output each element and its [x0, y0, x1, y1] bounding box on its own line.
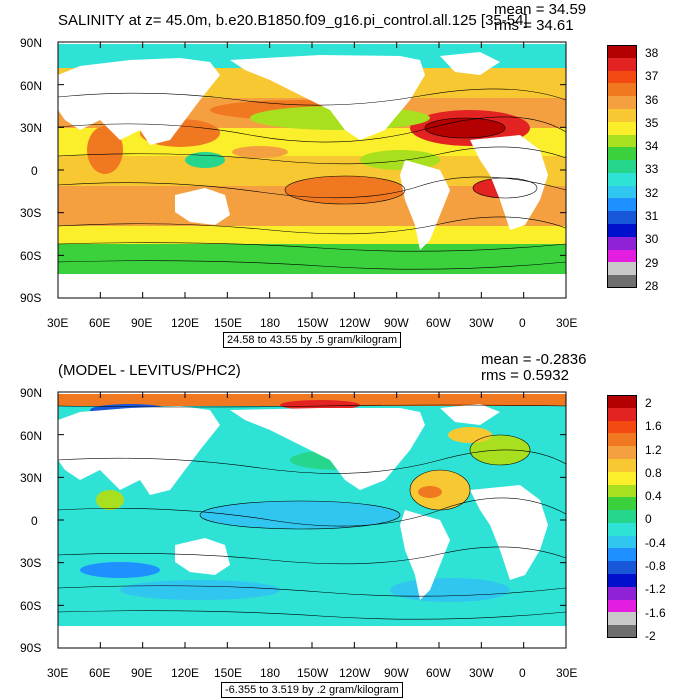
- lon-label-30w: 30W: [469, 666, 494, 680]
- anomaly-cb-label: 0: [645, 512, 652, 526]
- lon-label-180: 180: [260, 316, 281, 330]
- lon-label-120e: 120E: [171, 316, 200, 330]
- lon-label-120w: 120W: [339, 316, 371, 330]
- anomaly-cb-label: -1.6: [645, 606, 666, 620]
- salinity-range-caption: 24.58 to 43.55 by .5 gram/kilogram: [223, 332, 401, 348]
- salinity-cb-label: 36: [645, 93, 659, 107]
- anomaly-map: [57, 391, 567, 649]
- salinity-ticks: [57, 41, 567, 299]
- anomaly-cb-label: -1.2: [645, 582, 666, 596]
- anomaly-mean: mean = -0.2836: [481, 351, 587, 368]
- anomaly-rms: rms = 0.5932: [481, 367, 569, 384]
- salinity-cb-label: 29: [645, 256, 659, 270]
- lat-label-60n: 60N: [20, 79, 43, 93]
- anomaly-ticks: [57, 391, 567, 649]
- lat-label-90n: 90N: [20, 36, 43, 50]
- salinity-cb-label: 34: [645, 139, 659, 153]
- lon-label-30e: 30E: [47, 666, 69, 680]
- salinity-panel: SALINITY at z= 45.0m, b.e20.B1850.f09_g1…: [20, 1, 659, 348]
- lat-label-30n: 30N: [20, 471, 43, 485]
- salinity-mean: mean = 34.59: [494, 1, 587, 18]
- lat-label-90s: 90S: [20, 291, 42, 305]
- lat-label-90n: 90N: [20, 386, 43, 400]
- lon-label-60e: 60E: [89, 316, 111, 330]
- salinity-contours: [57, 88, 567, 270]
- anomaly-range-caption: -6.355 to 3.519 by .2 gram/kilogram: [221, 682, 403, 698]
- salinity-title: SALINITY at z= 45.0m, b.e20.B1850.f09_g1…: [58, 12, 528, 29]
- lon-label-120w: 120W: [339, 666, 371, 680]
- lon-label-90e: 90E: [131, 316, 153, 330]
- lon-label-0: 0: [519, 666, 526, 680]
- lat-label-30s: 30S: [20, 206, 42, 220]
- anomaly-cb-label: 2: [645, 396, 652, 410]
- salinity-cb-label: 38: [645, 46, 659, 60]
- lon-label-0: 0: [519, 316, 526, 330]
- salinity-cb-label: 30: [645, 232, 659, 246]
- lon-label-30e-end: 30E: [556, 666, 578, 680]
- lat-label-30s: 30S: [20, 556, 42, 570]
- lon-label-60w: 60W: [426, 666, 451, 680]
- anomaly-contours: [57, 404, 567, 620]
- lat-label-eq: 0: [31, 514, 38, 528]
- lon-label-150e: 150E: [214, 316, 243, 330]
- lon-label-60w: 60W: [426, 316, 451, 330]
- anomaly-cb-label: 1.2: [645, 443, 662, 457]
- anomaly-cb-label: 0.8: [645, 466, 662, 480]
- lat-label-60s: 60S: [20, 249, 42, 263]
- lon-label-90w: 90W: [384, 316, 409, 330]
- anomaly-cb-label: -0.8: [645, 559, 666, 573]
- lat-label-eq: 0: [31, 164, 38, 178]
- anomaly-title: (MODEL - LEVITUS/PHC2): [58, 362, 241, 379]
- salinity-cb-label: 31: [645, 209, 659, 223]
- salinity-cb-label: 32: [645, 186, 659, 200]
- lon-label-150w: 150W: [297, 666, 329, 680]
- anomaly-cb-label: 1.6: [645, 419, 662, 433]
- lon-label-60e: 60E: [89, 666, 111, 680]
- lon-label-30w: 30W: [469, 316, 494, 330]
- lon-label-30e-end: 30E: [556, 316, 578, 330]
- salinity-cb-label: 33: [645, 162, 659, 176]
- salinity-map: [57, 41, 567, 299]
- lon-label-90e: 90E: [131, 666, 153, 680]
- salinity-colorbar-frame: [607, 45, 637, 288]
- anomaly-cb-label: 0.4: [645, 489, 662, 503]
- anomaly-colorbar-frame: [607, 395, 637, 638]
- lon-label-30e: 30E: [47, 316, 69, 330]
- lat-label-60n: 60N: [20, 429, 43, 443]
- salinity-cb-label: 28: [645, 279, 659, 293]
- salinity-cb-label: 37: [645, 69, 659, 83]
- salinity-cb-label: 35: [645, 116, 659, 130]
- anomaly-cb-label: -2: [645, 629, 656, 643]
- lon-label-150e: 150E: [214, 666, 243, 680]
- lon-label-120e: 120E: [171, 666, 200, 680]
- anomaly-cb-label: -0.4: [645, 536, 666, 550]
- lon-label-180: 180: [260, 666, 281, 680]
- lat-label-30n: 30N: [20, 121, 43, 135]
- lon-label-90w: 90W: [384, 666, 409, 680]
- lat-label-60s: 60S: [20, 599, 42, 613]
- anomaly-panel: (MODEL - LEVITUS/PHC2) mean = -0.2836 rm…: [0, 350, 700, 700]
- lon-label-150w: 150W: [297, 316, 329, 330]
- lat-label-90s: 90S: [20, 641, 42, 655]
- salinity-rms: rms = 34.61: [494, 17, 574, 34]
